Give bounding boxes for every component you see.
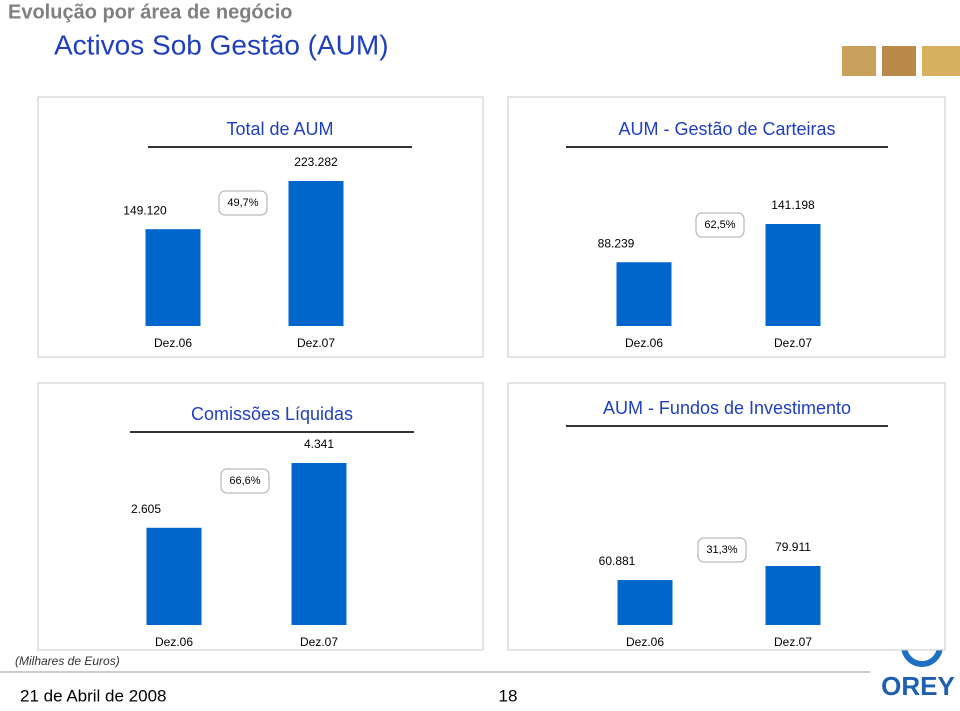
panel xyxy=(507,382,946,651)
chart-title: AUM - Gestão de Carteiras xyxy=(618,119,835,139)
category-label: Dez.06 xyxy=(154,336,192,350)
bar xyxy=(145,229,201,326)
category-label: Dez.07 xyxy=(774,336,812,350)
bar xyxy=(146,527,202,625)
value-label: 223.282 xyxy=(294,155,338,169)
category-label: Dez.07 xyxy=(297,336,335,350)
growth-annotation: 62,5% xyxy=(704,219,735,231)
panel xyxy=(37,96,484,358)
units-note: (Milhares de Euros) xyxy=(15,654,120,668)
value-label: 141.198 xyxy=(771,198,815,212)
image xyxy=(842,46,876,76)
image xyxy=(882,46,916,76)
page-number: 18 xyxy=(499,686,518,705)
category-label: Dez.06 xyxy=(626,635,664,649)
header-images xyxy=(842,46,960,76)
value-label: 79.911 xyxy=(775,540,811,554)
category-label: Dez.06 xyxy=(625,336,663,350)
chart-title: Comissões Líquidas xyxy=(191,404,353,424)
bar xyxy=(765,224,821,326)
category-label: Dez.07 xyxy=(774,635,812,649)
panel xyxy=(507,96,946,358)
image xyxy=(922,46,960,76)
panel xyxy=(37,382,484,651)
value-label: 149.120 xyxy=(123,203,167,217)
bar xyxy=(616,262,672,326)
annotation-box xyxy=(220,468,270,494)
category-label: Dez.06 xyxy=(155,635,193,649)
value-label: 88.239 xyxy=(598,236,635,250)
page-title: Activos Sob Gestão (AUM) xyxy=(54,29,389,60)
date: 21 de Abril de 2008 xyxy=(20,686,167,705)
chart-title: AUM - Fundos de Investimento xyxy=(603,398,851,418)
value-label: 2.605 xyxy=(131,502,161,516)
value-label: 60.881 xyxy=(599,554,636,568)
growth-annotation: 66,6% xyxy=(229,475,260,487)
section-title: Evolução por área de negócio xyxy=(8,1,293,23)
annotation-box xyxy=(218,190,268,216)
category-label: Dez.07 xyxy=(300,635,338,649)
bar xyxy=(765,566,821,625)
growth-annotation: 31,3% xyxy=(706,544,737,556)
annotation-box xyxy=(695,212,745,238)
growth-annotation: 49,7% xyxy=(227,197,258,209)
chart-title: Total de AUM xyxy=(226,119,333,139)
bar xyxy=(288,181,344,326)
bar xyxy=(291,463,347,625)
value-label: 4.341 xyxy=(304,437,334,451)
logo: OREY xyxy=(881,671,955,701)
annotation-box xyxy=(697,537,747,563)
bar xyxy=(617,580,673,625)
